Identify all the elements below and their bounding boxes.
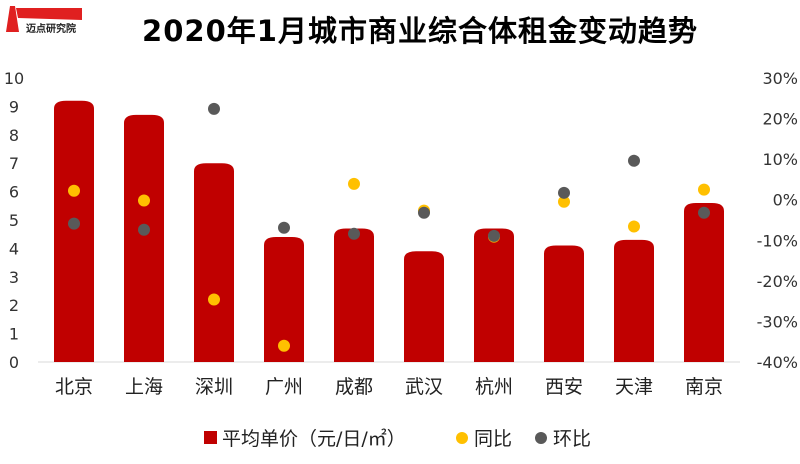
x-tick-label: 广州 <box>265 376 303 398</box>
point-环比-深圳 <box>208 102 220 115</box>
y-tick-label: 10 <box>4 69 24 88</box>
point-环比-南京 <box>698 206 710 219</box>
y2-tick-label: -30% <box>757 312 798 331</box>
point-同比-南京 <box>698 183 710 196</box>
point-同比-北京 <box>68 184 80 197</box>
x-tick-label: 南京 <box>685 376 723 398</box>
point-同比-天津 <box>628 220 640 233</box>
point-环比-北京 <box>68 217 80 230</box>
legend-marker-bar <box>204 431 217 444</box>
point-环比-成都 <box>348 227 360 240</box>
bar-深圳 <box>194 163 234 362</box>
bar-杭州 <box>474 228 514 362</box>
legend-label-yoy: 同比 <box>474 428 512 450</box>
y-tick-label: 7 <box>9 154 19 173</box>
x-tick-label: 北京 <box>55 376 93 398</box>
y-tick-label: 3 <box>9 268 19 287</box>
y-tick-label: 0 <box>9 353 19 372</box>
bar-上海 <box>124 114 164 362</box>
point-同比-深圳 <box>208 293 220 306</box>
logo-icon <box>6 6 82 32</box>
logo: 迈点研究院 <box>2 2 112 38</box>
legend-label-mom: 环比 <box>553 428 591 450</box>
y2-tick-label: 0% <box>773 191 798 210</box>
y-tick-label: 1 <box>9 325 19 344</box>
point-环比-广州 <box>278 221 290 234</box>
y-tick-label: 4 <box>9 239 19 258</box>
bar-北京 <box>54 100 94 362</box>
x-tick-label: 成都 <box>335 376 373 398</box>
bar-成都 <box>334 228 374 362</box>
y-tick-label: 2 <box>9 296 19 315</box>
point-同比-西安 <box>558 195 570 208</box>
y2-tick-label: 10% <box>762 150 798 169</box>
y-tick-label: 9 <box>9 97 19 116</box>
bar-南京 <box>684 202 724 362</box>
y2-tick-label: 30% <box>762 69 798 88</box>
legend-marker-yoy <box>456 432 468 444</box>
x-tick-label: 杭州 <box>475 376 513 398</box>
chart-title: 2020年1月城市商业综合体租金变动趋势 <box>142 14 698 48</box>
point-环比-杭州 <box>488 229 500 242</box>
bar-武汉 <box>404 251 444 362</box>
x-tick-label: 天津 <box>615 376 653 398</box>
legend-marker-mom <box>535 432 547 444</box>
bar-西安 <box>544 245 584 362</box>
x-tick-label: 西安 <box>545 376 583 398</box>
x-tick-label: 深圳 <box>195 376 233 398</box>
point-同比-成都 <box>348 177 360 190</box>
bar-天津 <box>614 239 654 362</box>
point-环比-天津 <box>628 154 640 167</box>
point-环比-武汉 <box>418 206 430 219</box>
point-环比-上海 <box>138 223 150 236</box>
x-tick-label: 武汉 <box>405 376 443 398</box>
y2-tick-label: -40% <box>757 353 798 372</box>
y2-tick-label: -20% <box>757 272 798 291</box>
y-tick-label: 6 <box>9 183 19 202</box>
logo-text: 迈点研究院 <box>26 24 76 35</box>
y-tick-label: 8 <box>9 126 19 145</box>
x-tick-label: 上海 <box>125 376 163 398</box>
legend-label-bar: 平均单价（元/日/㎡） <box>222 427 406 450</box>
bar-广州 <box>264 237 304 362</box>
point-同比-上海 <box>138 194 150 207</box>
point-同比-广州 <box>278 339 290 352</box>
y2-tick-label: 20% <box>762 110 798 129</box>
point-环比-西安 <box>558 186 570 199</box>
y-tick-label: 5 <box>9 211 19 230</box>
y2-tick-label: -10% <box>757 231 798 250</box>
